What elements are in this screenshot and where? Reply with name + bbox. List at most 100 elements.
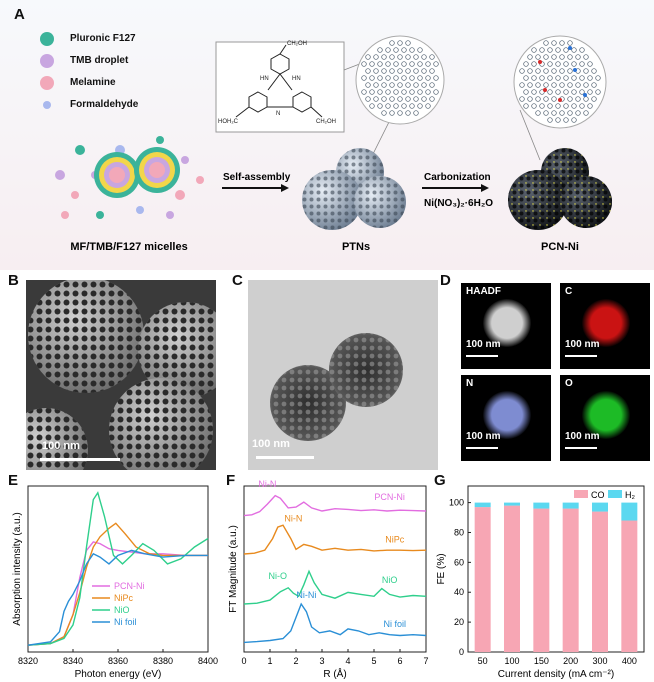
sem-scale-text: 100 nm bbox=[42, 440, 80, 452]
eds-signal bbox=[582, 391, 630, 439]
bar-CO-200 bbox=[562, 508, 579, 652]
x-tick-label: 50 bbox=[478, 656, 488, 666]
sem-image: 100 nm bbox=[26, 280, 216, 470]
x-tick-label: 6 bbox=[397, 656, 402, 666]
y-tick-label: 40 bbox=[454, 587, 464, 597]
legend-label-3: Formaldehyde bbox=[70, 99, 139, 110]
exafs-chart: 0 1 2 3 4 5 6 7 R (Å) FT Magnitude (a.u.) PCN-Ni Ni… bbox=[228, 479, 429, 680]
eds-tile-label: N bbox=[466, 378, 474, 389]
x-axis-label: Photon energy (eV) bbox=[75, 669, 162, 680]
eds-tile-1: C 100 nm bbox=[560, 283, 650, 369]
arrow-label-self-assembly: Self-assembly bbox=[223, 172, 291, 183]
peak-annotation-2: Ni-O bbox=[269, 571, 288, 581]
series-label-3: Ni foil bbox=[384, 619, 407, 629]
chem-label-left: HOH₂C bbox=[218, 119, 239, 125]
series-line-3 bbox=[243, 602, 427, 644]
series-label-0: PCN-Ni bbox=[374, 492, 405, 502]
panel-label-c: C bbox=[232, 272, 243, 289]
x-tick-label: 100 bbox=[504, 656, 519, 666]
x-tick-label: 300 bbox=[592, 656, 607, 666]
x-tick-label: 200 bbox=[563, 656, 578, 666]
legend-label-1: NiPc bbox=[114, 593, 134, 603]
eds-scale-bar bbox=[565, 447, 597, 449]
plot-frame bbox=[27, 485, 209, 653]
chem-label-right: CH₂OH bbox=[316, 119, 336, 125]
x-tick-label: 8340 bbox=[63, 656, 83, 666]
x-tick-label: 8380 bbox=[153, 656, 173, 666]
network-pattern bbox=[361, 40, 601, 123]
panel-label-b: B bbox=[8, 272, 19, 289]
arrow-label-carbonization: Carbonization bbox=[424, 172, 491, 183]
arrow-label-precursor: Ni(NO₃)₂·6H₂O bbox=[424, 198, 493, 209]
x-tick-label: 0 bbox=[241, 656, 246, 666]
panel-label-g: G bbox=[434, 472, 446, 489]
eds-scale-bar bbox=[466, 355, 498, 357]
x-tick-label: 4 bbox=[345, 656, 350, 666]
label-ptns: PTNs bbox=[342, 241, 370, 253]
bar-H₂-200 bbox=[562, 502, 579, 509]
series-label-2: NiO bbox=[382, 575, 398, 585]
panel-label-d: D bbox=[440, 272, 451, 289]
pcn-ni-spheres bbox=[508, 148, 612, 230]
tem-image: 100 nm bbox=[248, 280, 438, 470]
label-micelles: MF/TMB/F127 micelles bbox=[70, 241, 187, 253]
panel-label-f: F bbox=[226, 472, 236, 489]
sem-scale-bar bbox=[40, 458, 120, 461]
legend-swatch-0 bbox=[574, 490, 588, 498]
y-tick-label: 60 bbox=[454, 557, 464, 567]
bar-CO-100 bbox=[504, 505, 520, 652]
legend-label-0: Pluronic F127 bbox=[70, 33, 136, 44]
label-pcn-ni: PCN-Ni bbox=[541, 241, 579, 253]
legend-swatch-1 bbox=[40, 54, 54, 68]
chem-label-n: N bbox=[276, 111, 280, 117]
legend-label-1: H₂ bbox=[625, 490, 635, 500]
eds-scale-text: 100 nm bbox=[466, 339, 501, 350]
bar-H₂-50 bbox=[474, 502, 491, 508]
x-tick-label: 8360 bbox=[108, 656, 128, 666]
eds-scale-text: 100 nm bbox=[466, 431, 501, 442]
scheme-drawing: CH₂OH HOH₂C CH₂OH HN HN N Self-assembly … bbox=[55, 35, 612, 253]
legend-label-3: Ni foil bbox=[114, 617, 137, 627]
bar-CO-300 bbox=[592, 511, 608, 652]
eds-signal bbox=[483, 299, 531, 347]
x-tick-label: 3 bbox=[319, 656, 324, 666]
y-axis-label: FE (%) bbox=[436, 553, 447, 584]
x-tick-label: 150 bbox=[534, 656, 549, 666]
x-tick-label: 1 bbox=[267, 656, 272, 666]
y-tick-label: 0 bbox=[459, 647, 464, 657]
tem-scale-bar bbox=[256, 456, 314, 459]
series-line-0 bbox=[243, 494, 427, 517]
eds-tile-3: O 100 nm bbox=[560, 375, 650, 461]
series-line-1 bbox=[27, 522, 208, 646]
x-tick-label: 400 bbox=[622, 656, 637, 666]
peak-annotation-0: Ni-N bbox=[258, 479, 276, 489]
y-tick-label: 20 bbox=[454, 617, 464, 627]
melamine-formaldehyde-structure bbox=[215, 41, 345, 133]
x-tick-label: 7 bbox=[423, 656, 428, 666]
eds-scale-bar bbox=[565, 355, 597, 357]
bar-H₂-300 bbox=[592, 502, 608, 512]
legend-label-1: TMB droplet bbox=[70, 55, 129, 66]
bar-CO-400 bbox=[621, 520, 638, 652]
peak-annotation-3: Ni-Ni bbox=[296, 590, 316, 600]
plot-frame bbox=[243, 485, 427, 653]
plot-frame bbox=[467, 485, 645, 653]
series-line-1 bbox=[243, 524, 427, 555]
eds-scale-bar bbox=[466, 447, 498, 449]
legend-label-2: Melamine bbox=[70, 77, 116, 88]
x-tick-label: 8400 bbox=[198, 656, 218, 666]
eds-tile-0: HAADF 100 nm bbox=[461, 283, 551, 369]
y-axis-label: Absorption intensity (a.u.) bbox=[12, 512, 23, 625]
bar-H₂-100 bbox=[504, 502, 520, 506]
eds-signal bbox=[582, 299, 630, 347]
legend-swatch-2 bbox=[40, 76, 54, 90]
eds-tile-label: HAADF bbox=[466, 286, 501, 297]
legend-label-0: CO bbox=[591, 490, 605, 500]
y-axis-label: FT Magnitude (a.u.) bbox=[228, 525, 239, 613]
eds-scale-text: 100 nm bbox=[565, 431, 600, 442]
x-axis-label: Current density (mA cm⁻²) bbox=[498, 669, 614, 680]
legend-swatch-3 bbox=[43, 101, 51, 109]
micelle-cluster bbox=[55, 136, 204, 219]
chem-label-nh-2: HN bbox=[292, 76, 301, 82]
peak-annotation-1: Ni-N bbox=[284, 513, 302, 523]
